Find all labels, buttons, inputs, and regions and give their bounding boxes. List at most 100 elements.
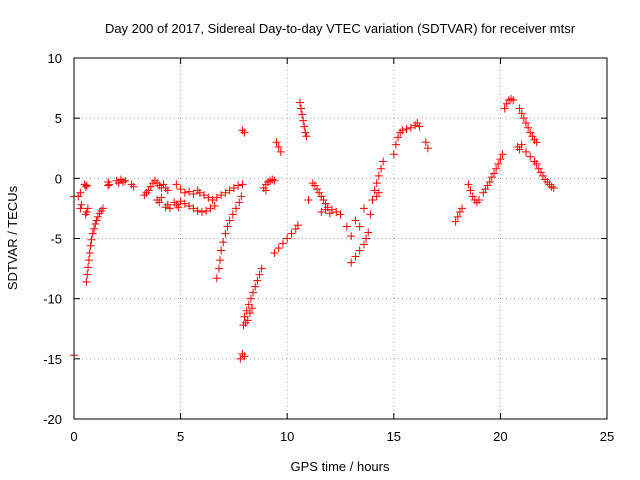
data-point <box>219 238 228 247</box>
data-point <box>253 276 262 285</box>
data-point <box>240 128 249 137</box>
data-point <box>532 159 541 168</box>
data-point <box>342 222 351 231</box>
y-tick-label: 10 <box>48 51 62 66</box>
data-point <box>244 300 253 309</box>
data-point <box>81 182 90 191</box>
data-point <box>372 192 381 201</box>
data-point <box>237 192 246 201</box>
data-point <box>93 212 102 221</box>
data-point <box>298 110 307 119</box>
data-point <box>246 294 255 303</box>
data-point <box>236 354 245 363</box>
data-point <box>82 181 91 190</box>
data-point <box>539 171 548 180</box>
data-point <box>502 99 511 108</box>
data-point <box>180 199 189 208</box>
data-point <box>317 208 326 217</box>
data-point <box>549 183 558 192</box>
plot-frame <box>73 57 608 420</box>
data-point <box>268 175 277 184</box>
x-tick-label: 5 <box>177 429 184 444</box>
data-point <box>458 204 467 213</box>
data-point <box>423 144 432 153</box>
y-tick-label: -5 <box>50 232 62 247</box>
data-point <box>317 192 326 201</box>
data-point <box>85 248 94 257</box>
data-point <box>332 208 341 217</box>
data-point <box>351 216 360 225</box>
data-point <box>297 104 306 113</box>
x-tick-label: 15 <box>387 429 401 444</box>
data-point <box>249 288 258 297</box>
data-point <box>221 229 230 238</box>
data-point <box>245 309 254 318</box>
data-point <box>355 246 364 255</box>
data-point <box>104 181 113 190</box>
data-point <box>86 241 95 250</box>
data-point <box>455 208 464 217</box>
data-point <box>240 312 249 321</box>
data-point <box>547 182 556 191</box>
data-point <box>492 164 501 173</box>
data-point <box>370 186 379 195</box>
data-point <box>197 208 206 217</box>
grid-lines <box>74 58 607 419</box>
data-point <box>355 222 364 231</box>
data-point <box>234 181 243 190</box>
data-point <box>163 200 172 209</box>
data-point <box>487 173 496 182</box>
data-point <box>83 270 92 279</box>
data-point <box>225 186 234 195</box>
data-point <box>185 187 194 196</box>
data-point <box>496 155 505 164</box>
data-point <box>229 183 238 192</box>
data-point <box>276 147 285 156</box>
data-point <box>321 205 330 214</box>
data-point <box>319 195 328 204</box>
y-tick-label: -10 <box>43 292 62 307</box>
data-point <box>301 128 310 137</box>
data-point <box>202 206 211 215</box>
data-point <box>270 176 279 185</box>
data-point <box>176 185 185 194</box>
data-point <box>274 143 283 152</box>
data-point <box>325 209 334 218</box>
data-point <box>364 228 373 237</box>
data-point <box>406 123 415 132</box>
data-point <box>172 180 181 189</box>
data-point <box>479 188 488 197</box>
data-point <box>212 274 221 283</box>
data-point <box>347 232 356 241</box>
data-point <box>362 234 371 243</box>
data-point <box>255 270 264 279</box>
data-point <box>490 169 499 178</box>
data-point <box>528 132 537 141</box>
data-point <box>500 104 509 113</box>
data-point <box>180 188 189 197</box>
data-point <box>264 177 273 186</box>
y-tick-label: 0 <box>55 171 62 186</box>
data-point <box>451 217 460 226</box>
data-point <box>176 197 185 206</box>
data-point <box>92 216 101 225</box>
data-point <box>240 352 249 361</box>
y-tick-label: 5 <box>55 111 62 126</box>
data-point <box>217 246 226 255</box>
data-point <box>475 195 484 204</box>
data-point <box>299 116 308 125</box>
data-point <box>82 277 91 286</box>
data-point <box>212 193 221 202</box>
data-point <box>206 204 215 213</box>
data-point <box>304 195 313 204</box>
data-point <box>261 186 270 195</box>
data-point <box>515 104 524 113</box>
data-point <box>283 234 292 243</box>
data-point <box>114 179 123 188</box>
data-point <box>485 177 494 186</box>
data-point <box>359 240 368 249</box>
data-point <box>521 147 530 156</box>
data-point <box>498 150 507 159</box>
data-point <box>193 206 202 215</box>
